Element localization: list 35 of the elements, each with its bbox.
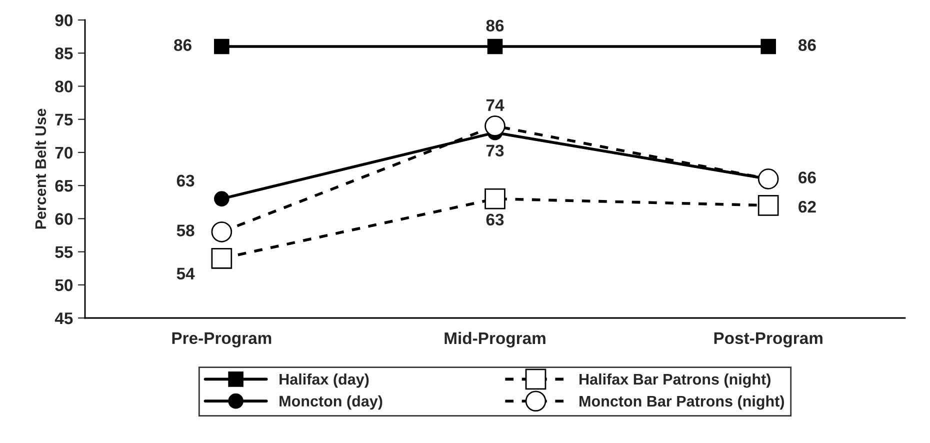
y-tick-label: 75 [55,114,73,126]
legend-label: Moncton Bar Patrons (night) [580,395,784,410]
data-label: 66 [798,172,816,184]
point [214,191,230,206]
x-tick-label: Mid-Program [444,332,546,348]
legend-label: Halifax Bar Patrons (night) [580,373,770,388]
data-label: 86 [486,20,504,32]
data-label: 58 [176,224,194,236]
y-tick-label: 65 [55,180,73,192]
point [214,38,230,54]
point [487,38,503,54]
y-axis-title: Percent Belt Use [34,108,46,229]
point [211,248,232,269]
x-tick-label: Pre-Program [172,332,272,348]
y-tick-label: 55 [55,246,73,258]
y-tick-label: 60 [55,213,73,225]
data-label: 86 [174,39,192,51]
data-label: 63 [486,214,504,226]
point [760,38,776,54]
y-tick-label: 90 [55,14,73,26]
y-tick-label: 80 [55,80,73,92]
point [484,116,506,136]
data-label: 62 [798,200,816,213]
data-label: 73 [486,144,504,157]
y-tick-label: 70 [55,146,73,159]
x-tick-label: Post-Program [714,332,822,348]
data-label: 63 [176,174,194,187]
data-label: 54 [176,268,195,280]
y-tick-label: 50 [55,279,73,292]
data-label: 86 [798,39,816,51]
y-tick-label: 45 [54,312,73,324]
legend-label: Moncton (day) [280,395,382,410]
y-tick-label: 85 [55,48,73,60]
data-label: 74 [486,99,504,111]
legend-label: Halifax (day) [280,373,369,388]
